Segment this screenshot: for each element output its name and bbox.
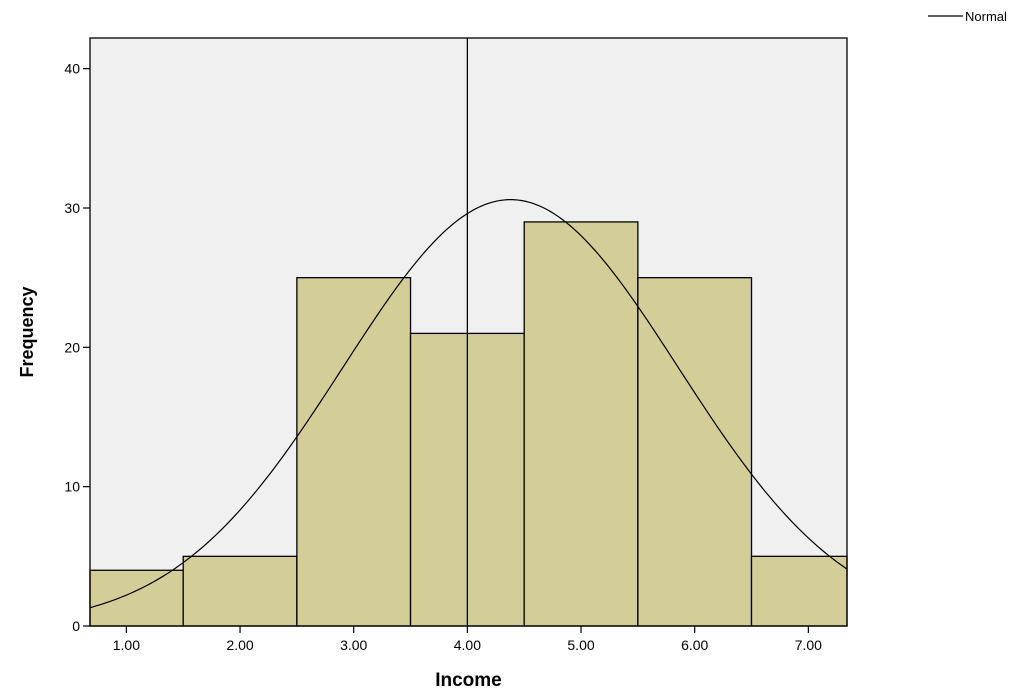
x-tick-label: 7.00 bbox=[795, 637, 822, 653]
histogram-bar bbox=[89, 569, 184, 627]
y-tick-label: 0 bbox=[72, 618, 80, 634]
y-tick-label: 10 bbox=[64, 479, 80, 495]
x-tick-label: 1.00 bbox=[113, 637, 140, 653]
histogram-bar bbox=[182, 555, 298, 627]
x-axis: 1.00 2.00 3.00 4.00 5.00 6.00 7.00 bbox=[113, 626, 822, 653]
normal-curve bbox=[89, 199, 848, 609]
x-axis-title: Income bbox=[435, 670, 502, 691]
y-axis-title: Frequency bbox=[17, 286, 37, 377]
legend-label: Normal bbox=[965, 9, 1007, 24]
y-tick-label: 30 bbox=[64, 200, 80, 216]
y-axis: 0 10 20 30 40 bbox=[64, 61, 90, 634]
histogram-bar bbox=[750, 555, 848, 627]
x-tick-label: 5.00 bbox=[567, 637, 594, 653]
y-tick-label: 20 bbox=[64, 339, 80, 355]
y-tick-label: 40 bbox=[64, 61, 80, 77]
legend: Normal bbox=[928, 9, 1007, 24]
histogram-bar bbox=[296, 277, 412, 627]
x-tick-label: 2.00 bbox=[226, 637, 253, 653]
x-tick-label: 3.00 bbox=[340, 637, 367, 653]
x-tick-label: 4.00 bbox=[454, 637, 481, 653]
plot-frame bbox=[89, 37, 848, 627]
x-tick-label: 6.00 bbox=[681, 637, 708, 653]
